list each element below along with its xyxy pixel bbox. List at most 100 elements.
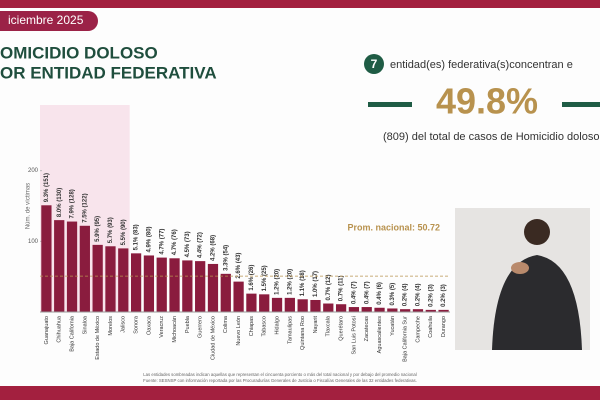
figure xyxy=(524,219,550,245)
x-tick-label: Veracruz xyxy=(159,316,165,338)
x-tick-label: Puebla xyxy=(185,315,191,333)
bar xyxy=(92,244,103,312)
rule xyxy=(562,102,600,107)
value-label: 4.2% (68) xyxy=(211,235,217,261)
bar xyxy=(310,299,321,312)
x-tick-label: Yucatán xyxy=(390,316,396,336)
x-tick-label: Zacatecas xyxy=(364,316,370,342)
value-label: 0.3% (5) xyxy=(390,283,396,306)
bar xyxy=(41,205,52,312)
bar xyxy=(182,260,193,312)
x-tick-label: Hidalgo xyxy=(274,316,280,335)
bar xyxy=(438,309,449,312)
x-tick-label: Sonora xyxy=(134,315,140,334)
y-tick-label: 100 xyxy=(28,239,39,245)
date: iciembre 2025 xyxy=(8,13,84,27)
value-label: 0.2% (3) xyxy=(441,284,447,307)
bar xyxy=(323,303,334,312)
value-label: 0.7% (12) xyxy=(326,275,332,301)
footnote: Fuente: SESNSP con información reportada… xyxy=(143,378,417,383)
bar xyxy=(169,258,180,312)
value-label: 0.4% (7) xyxy=(364,281,370,304)
x-tick-label: Coahuila xyxy=(428,315,434,338)
x-tick-label: Jalisco xyxy=(121,316,127,333)
bar xyxy=(233,281,244,312)
value-label: 5.5% (90) xyxy=(121,219,127,245)
x-tick-label: Michoacán xyxy=(172,316,178,343)
value-label: 1.0% (17) xyxy=(313,271,319,297)
rule xyxy=(368,102,412,107)
x-tick-label: Guerrero xyxy=(198,316,204,338)
x-tick-label: Estado de México xyxy=(95,316,101,360)
value-label: 7.9% (128) xyxy=(70,189,76,218)
x-tick-label: Nayarit xyxy=(313,316,319,334)
bar xyxy=(54,220,65,312)
y-tick-label: 200 xyxy=(28,168,39,174)
x-tick-label: Oaxaca xyxy=(146,315,152,335)
value-label: 7.5% (122) xyxy=(82,193,88,222)
bar xyxy=(271,297,283,312)
x-tick-label: Baja California Sur xyxy=(403,316,409,362)
x-tick-label: Morelos xyxy=(108,316,114,336)
value-label: 4.9% (80) xyxy=(146,226,152,252)
bar xyxy=(297,299,308,312)
bar xyxy=(335,304,347,312)
x-tick-label: Baja California xyxy=(69,315,75,352)
x-tick-label: Sinaloa xyxy=(82,315,88,334)
value-label: 0.2% (4) xyxy=(416,283,422,306)
value-label: 1.5% (25) xyxy=(262,265,268,291)
x-tick-label: Tamaulipas xyxy=(287,316,293,344)
bar xyxy=(412,309,424,312)
bar xyxy=(195,261,206,312)
summary-detail: (809) del total de casos de Homicidio do… xyxy=(383,131,599,143)
bar xyxy=(207,263,219,312)
bar xyxy=(361,307,372,312)
value-label: 2.6% (43) xyxy=(236,253,242,279)
title: OMICIDIO DOLOSO xyxy=(0,43,158,62)
value-label: 1.6% (26) xyxy=(249,265,255,291)
bar xyxy=(130,253,142,312)
value-label: 0.2% (3) xyxy=(428,284,434,307)
bar xyxy=(79,225,90,312)
interpreter-video xyxy=(455,208,590,350)
count-badge xyxy=(364,54,384,74)
bar xyxy=(374,307,385,312)
bar xyxy=(220,273,231,312)
bar xyxy=(400,309,411,312)
bar xyxy=(66,221,78,312)
bar xyxy=(348,307,360,312)
value-label: 1.2% (20) xyxy=(275,269,281,295)
x-tick-label: Querétaro xyxy=(339,316,345,341)
value-label: 0.4% (7) xyxy=(351,281,357,304)
x-tick-label: Chiapas xyxy=(249,316,255,336)
date-tag xyxy=(0,11,98,31)
value-label: 4.7% (77) xyxy=(159,229,165,255)
bar xyxy=(118,248,129,312)
footnote: Las entidades sombreadas indican aquella… xyxy=(143,372,417,377)
bar xyxy=(143,255,155,312)
x-tick-label: Colima xyxy=(223,315,229,333)
figure xyxy=(511,262,529,274)
value-label: 3.3% (54) xyxy=(223,245,229,271)
value-label: 0.7% (11) xyxy=(339,276,345,302)
y-axis-title: Núm. de víctimas xyxy=(26,183,32,229)
value-label: 4.5% (73) xyxy=(185,231,191,257)
x-tick-label: Quintana Roo xyxy=(300,316,306,350)
x-tick-label: Tlaxcala xyxy=(326,315,332,336)
bar xyxy=(156,257,167,312)
figure xyxy=(492,255,582,350)
x-tick-label: Campeche xyxy=(415,316,421,343)
x-tick-label: Ciudad de México xyxy=(210,316,216,360)
title: OR ENTIDAD FEDERATIVA xyxy=(0,63,217,82)
value-label: 5.9% (95) xyxy=(95,216,101,242)
value-label: 4.7% (76) xyxy=(172,229,178,255)
bar xyxy=(259,294,270,312)
value-label: 9.3% (151) xyxy=(44,173,50,202)
value-label: 4.4% (72) xyxy=(198,232,204,258)
x-tick-label: Guanajuato xyxy=(44,316,50,344)
value-label: 0.2% (4) xyxy=(403,283,409,306)
summary-text: entidad(es) federativa(s)concentran e xyxy=(390,59,573,71)
x-tick-label: San Luis Potosí xyxy=(351,316,357,355)
x-tick-label: Tabasco xyxy=(262,316,268,337)
